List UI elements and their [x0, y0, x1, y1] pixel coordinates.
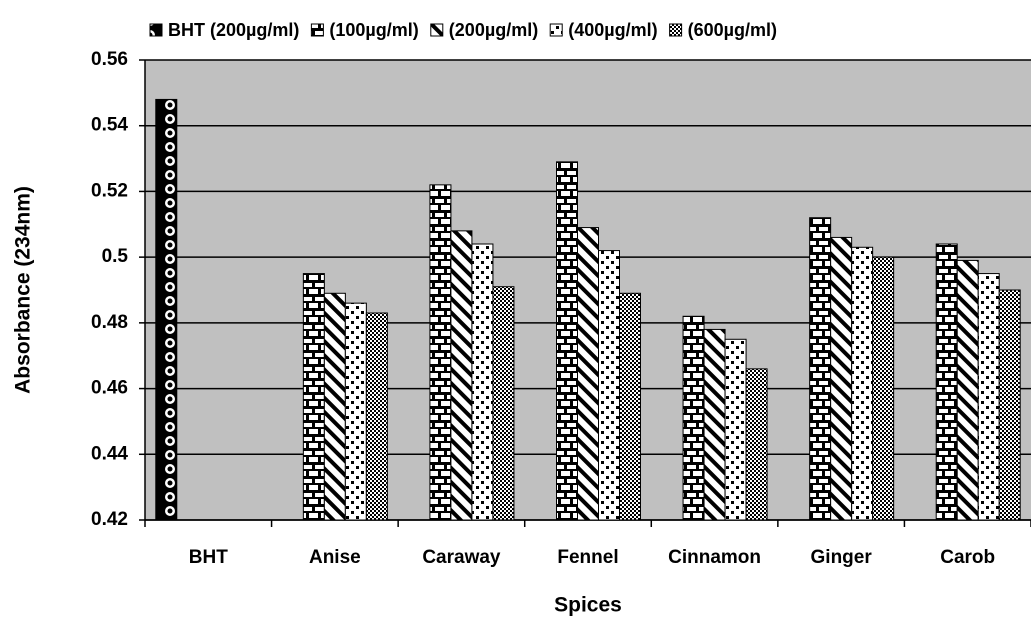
legend-label: (200µg/ml) [449, 20, 538, 40]
bar [935, 243, 958, 521]
x-tick-label: Caraway [422, 547, 501, 568]
legend-label: (400µg/ml) [568, 20, 657, 40]
bar [830, 236, 853, 521]
bar [872, 256, 895, 521]
bar [429, 184, 452, 521]
bar [598, 250, 620, 521]
bar [724, 338, 747, 521]
bar [682, 315, 705, 521]
legend-label: (100µg/ml) [329, 20, 418, 40]
bar [577, 227, 599, 521]
y-tick-label: 0.42 [91, 509, 128, 530]
bar [977, 273, 1000, 521]
y-tick-label: 0.48 [91, 312, 128, 333]
bar [471, 243, 494, 521]
y-tick-label: 0.52 [91, 180, 128, 201]
bar [956, 259, 979, 521]
y-tick-label: 0.44 [91, 443, 128, 464]
bar [323, 292, 346, 521]
x-axis-title: Spices [554, 594, 622, 617]
x-tick-label: Fennel [557, 547, 618, 568]
y-tick-label: 0.54 [91, 115, 128, 136]
x-tick-label: BHT [189, 547, 228, 568]
bar [365, 312, 388, 521]
x-tick-label: Ginger [811, 547, 873, 568]
legend-swatch [549, 23, 563, 37]
legend-swatch [310, 23, 324, 37]
bar [556, 161, 578, 521]
bar [155, 98, 178, 521]
legend-swatch [669, 23, 683, 37]
bar [998, 289, 1021, 521]
legend-label: BHT (200µg/ml) [168, 20, 299, 40]
bar [492, 286, 515, 521]
bar [703, 328, 726, 521]
bar [851, 246, 874, 521]
x-tick-label: Anise [309, 547, 361, 568]
bar [619, 292, 641, 521]
legend-swatch [149, 23, 163, 37]
y-tick-label: 0.5 [102, 246, 129, 267]
bar [344, 302, 367, 521]
bar [745, 368, 768, 521]
x-tick-label: Carob [940, 547, 995, 568]
y-tick-label: 0.56 [91, 49, 128, 70]
bar [450, 230, 473, 521]
y-tick-label: 0.46 [91, 378, 128, 399]
x-tick-label: Cinnamon [668, 547, 761, 568]
bar [809, 217, 832, 521]
legend-label: (600µg/ml) [688, 20, 777, 40]
bar [302, 273, 325, 521]
legend-swatch [430, 23, 444, 37]
y-axis-title: Absorbance (234nm) [12, 186, 35, 394]
